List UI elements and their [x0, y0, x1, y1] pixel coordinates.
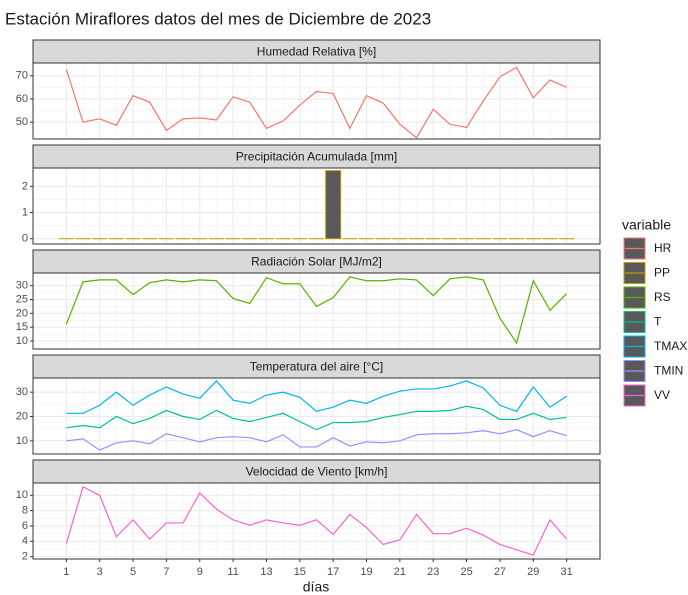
y-tick-label: 1: [22, 206, 28, 218]
x-tick-label: 19: [360, 566, 372, 578]
x-axis-label: días: [303, 579, 329, 595]
x-tick-label: 21: [394, 566, 406, 578]
x-tick-label: 31: [561, 566, 573, 578]
x-tick-label: 5: [130, 566, 136, 578]
x-tick-label: 29: [527, 566, 539, 578]
x-tick-label: 3: [97, 566, 103, 578]
y-tick-label: 60: [16, 93, 28, 105]
strip-label: Velocidad de Viento [km/h]: [246, 465, 388, 479]
legend-label: PP: [654, 266, 670, 280]
x-tick-label: 7: [163, 566, 169, 578]
strip-label: Radiación Solar [MJ/m2]: [251, 255, 382, 269]
y-tick-label: 4: [22, 535, 28, 547]
y-tick-label: 30: [16, 386, 28, 398]
y-tick-label: 8: [22, 505, 28, 517]
x-tick-label: 9: [197, 566, 203, 578]
line: [65, 66, 567, 139]
legend-label: RS: [654, 290, 671, 304]
x-tick-label: 23: [427, 566, 439, 578]
y-tick-label: 50: [16, 116, 28, 128]
strip-label: Humedad Relativa [%]: [257, 45, 376, 59]
y-tick-label: 70: [16, 70, 28, 82]
panel-border: [32, 272, 601, 350]
panel-border: [32, 62, 601, 140]
y-tick-label: 30: [16, 280, 28, 292]
line: [66, 380, 567, 414]
chart-title: Estación Miraflores datos del mes de Dic…: [5, 9, 431, 28]
x-tick-label: 1: [63, 566, 69, 578]
line: [66, 405, 567, 431]
y-tick-label: 15: [16, 321, 28, 333]
y-tick-label: 25: [16, 293, 28, 305]
legend-label: TMAX: [654, 339, 687, 353]
y-tick-label: 20: [16, 410, 28, 422]
legend-label: T: [654, 315, 662, 329]
y-tick-label: 10: [16, 335, 28, 347]
y-tick-label: 2: [22, 180, 28, 192]
y-tick-label: 2: [22, 551, 28, 563]
legend-label: VV: [654, 388, 670, 402]
x-tick-label: 11: [227, 566, 238, 578]
x-tick-label: 13: [260, 566, 272, 578]
y-tick-label: 20: [16, 307, 28, 319]
x-tick-label: 15: [294, 566, 306, 578]
y-tick-label: 10: [16, 489, 28, 501]
y-tick-label: 6: [22, 520, 28, 532]
y-tick-label: 10: [16, 435, 28, 447]
line: [66, 429, 567, 451]
line: [65, 485, 568, 556]
x-tick-label: 27: [494, 566, 506, 578]
panel-border: [32, 167, 601, 245]
strip-label: Temperatura del aire [°C]: [250, 360, 384, 374]
line: [65, 276, 568, 345]
strip-label: Precipitación Acumulada [mm]: [236, 150, 397, 164]
y-tick-label: 0: [22, 233, 28, 245]
legend-label: HR: [654, 241, 672, 255]
panel-border: [32, 482, 601, 560]
x-tick-label: 17: [327, 566, 339, 578]
bar: [325, 170, 342, 240]
legend-label: TMIN: [654, 364, 683, 378]
x-tick-label: 25: [460, 566, 472, 578]
panel-border: [32, 377, 601, 455]
legend-title: variable: [622, 217, 671, 233]
